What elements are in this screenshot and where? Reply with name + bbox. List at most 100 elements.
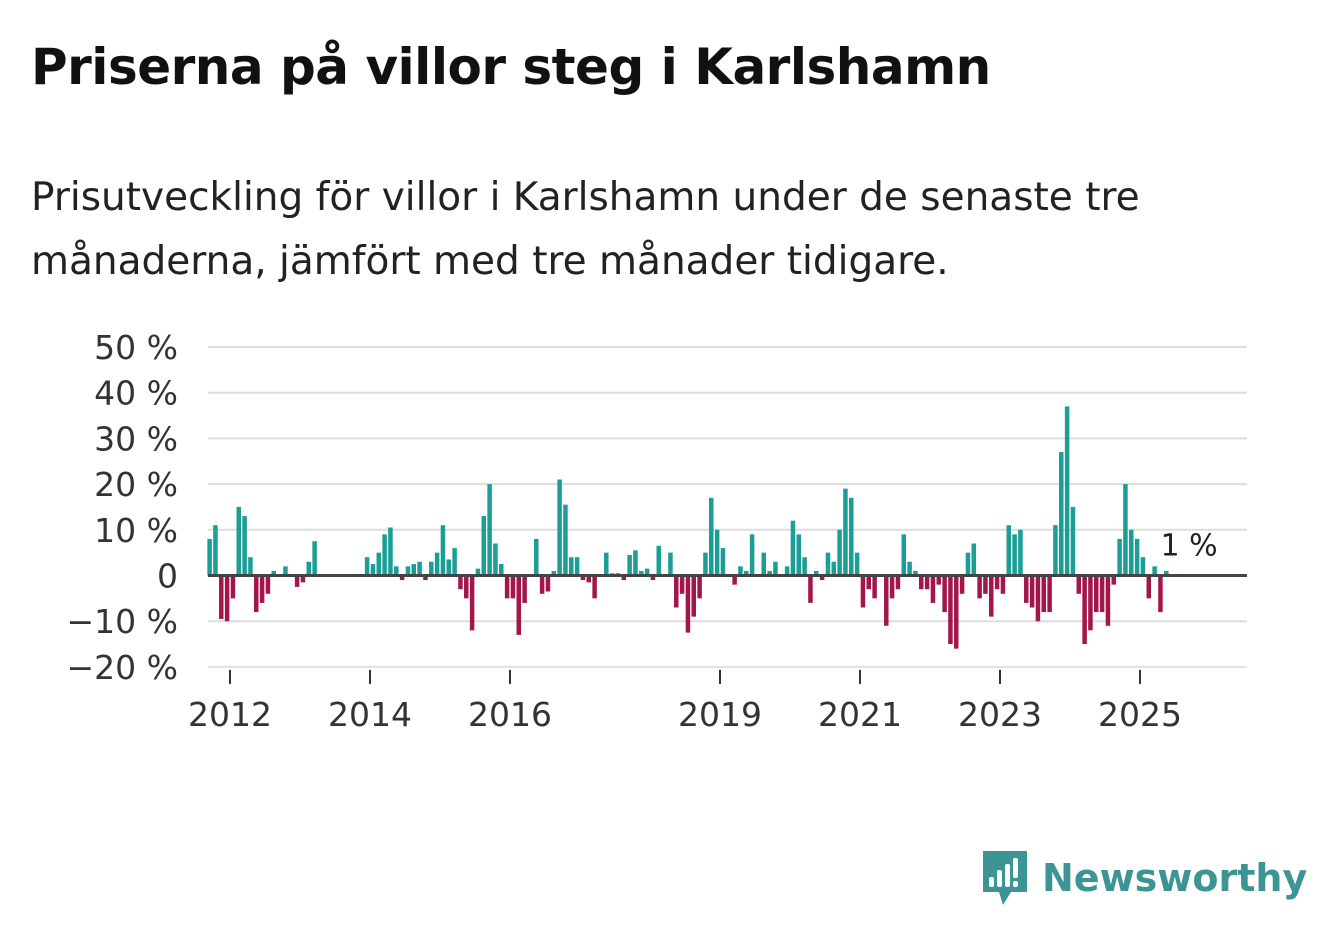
bar	[1129, 529, 1134, 576]
bar	[679, 575, 685, 594]
bar	[481, 516, 487, 576]
y-tick-label: 40 %	[94, 374, 178, 413]
bar	[720, 548, 726, 576]
bar	[399, 575, 405, 581]
bar	[283, 566, 288, 576]
bar	[487, 484, 492, 576]
bar	[959, 575, 965, 594]
bar	[254, 575, 259, 613]
bar	[464, 575, 469, 599]
bar	[674, 575, 679, 608]
bar	[994, 575, 1000, 590]
x-tick-label: 2019	[678, 695, 762, 734]
bar	[423, 575, 428, 581]
bar	[563, 504, 568, 576]
bar	[837, 529, 842, 576]
bar	[294, 575, 300, 587]
bar	[1082, 575, 1087, 645]
bar	[1158, 575, 1163, 613]
bar	[265, 575, 271, 594]
y-tick-label: 50 %	[94, 328, 178, 367]
bar	[989, 575, 994, 617]
bars	[207, 406, 1169, 649]
bar	[919, 575, 924, 590]
bar	[668, 552, 673, 576]
bar	[504, 575, 510, 599]
bar	[621, 575, 627, 581]
bar	[1047, 575, 1052, 613]
bar	[819, 575, 825, 581]
bar	[650, 575, 656, 581]
bar	[685, 575, 691, 633]
bar	[656, 545, 662, 576]
bar	[1041, 575, 1047, 613]
bar	[714, 529, 720, 576]
x-tick-label: 2023	[958, 695, 1042, 734]
x-axis: 2012 2014 2016 2019 2021 2023 2025	[188, 666, 1247, 734]
annotation-label: 1 %	[1161, 529, 1218, 564]
bar	[1111, 575, 1117, 585]
bar	[1123, 484, 1128, 576]
bar	[930, 575, 936, 603]
bar	[1059, 452, 1064, 576]
bar	[884, 575, 889, 626]
bar	[382, 534, 387, 576]
y-tick-label: −20 %	[67, 648, 179, 687]
bar	[843, 488, 848, 576]
bar	[493, 543, 498, 576]
bar	[913, 570, 918, 576]
brand-name: Newsworthy	[1042, 856, 1308, 900]
bar	[219, 575, 224, 619]
x-tick-label: 2012	[188, 695, 272, 734]
bar	[312, 541, 317, 576]
bar-chart: 50 % 40 % 30 % 20 % 10 % 0 −10 % −20 % 2012 2014…	[67, 328, 1247, 734]
bar	[901, 534, 907, 576]
bar	[1094, 575, 1099, 613]
bar	[872, 575, 877, 599]
bar	[825, 552, 831, 576]
bar	[732, 575, 737, 585]
bar	[475, 568, 481, 576]
bar	[522, 575, 527, 603]
bar	[924, 575, 930, 590]
bar	[1029, 575, 1035, 608]
bar	[627, 554, 632, 576]
bar	[790, 520, 796, 576]
bar	[1146, 575, 1152, 599]
bar	[557, 479, 562, 576]
bar	[907, 561, 912, 576]
bar	[738, 566, 743, 576]
bar	[1012, 534, 1017, 576]
bar	[1018, 529, 1023, 576]
bar	[394, 566, 399, 576]
bar	[1076, 575, 1082, 594]
bar	[831, 561, 837, 576]
bar	[854, 552, 860, 576]
bar	[849, 497, 854, 576]
x-tick-label: 2016	[468, 695, 552, 734]
bar	[948, 575, 953, 645]
bar	[709, 497, 714, 576]
bar	[1088, 575, 1093, 631]
bar	[429, 561, 434, 576]
bar	[1140, 557, 1146, 576]
bar	[691, 575, 697, 617]
bar	[1035, 575, 1041, 622]
y-axis-labels: 50 % 40 % 30 % 20 % 10 % 0 −10 % −20 %	[67, 328, 179, 687]
newsworthy-icon	[983, 851, 1027, 905]
bar	[633, 550, 638, 576]
bar	[1070, 506, 1076, 576]
bar	[936, 575, 942, 585]
y-tick-label: 10 %	[94, 511, 178, 550]
bar	[499, 564, 504, 576]
bar	[814, 570, 819, 576]
bar	[895, 575, 901, 590]
bar	[1105, 575, 1111, 626]
bar	[942, 575, 947, 613]
bar	[434, 552, 440, 576]
bar	[469, 575, 475, 631]
bar	[446, 559, 452, 576]
bar	[703, 552, 708, 576]
bar	[1117, 538, 1122, 576]
y-tick-label: 0	[157, 557, 178, 596]
